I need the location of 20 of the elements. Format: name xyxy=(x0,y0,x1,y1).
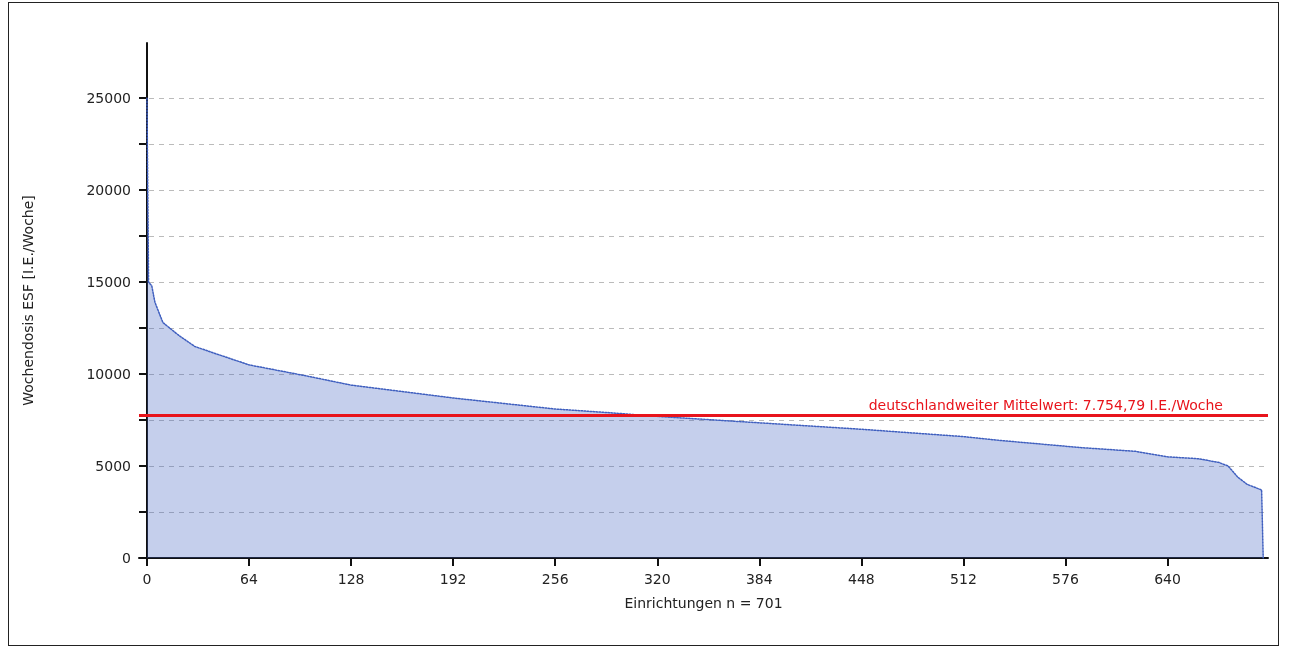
y-axis-title: Wochendosis ESF [I.E./Woche] xyxy=(20,195,36,406)
x-tick-label: 320 xyxy=(643,571,671,587)
x-tick-label: 384 xyxy=(745,571,773,587)
y-tick-label: 20000 xyxy=(86,182,131,199)
y-tick-label: 10000 xyxy=(86,366,131,383)
x-tick-label: 512 xyxy=(950,571,977,587)
x-tick-label: 640 xyxy=(1154,571,1181,587)
y-tick-label: 25000 xyxy=(86,90,131,107)
x-tick-label: 576 xyxy=(1052,571,1079,587)
x-tick-label: 192 xyxy=(439,571,467,587)
x-tick-label: 256 xyxy=(541,571,569,587)
y-tick-label: 5000 xyxy=(95,458,131,475)
x-tick-label: 128 xyxy=(337,571,365,587)
x-tick-label: 64 xyxy=(240,571,259,587)
x-tick-label: 0 xyxy=(142,571,152,587)
x-tick-label: 448 xyxy=(848,571,875,587)
x-axis-title: Einrichtungen n = 701 xyxy=(624,595,783,611)
y-tick-label: 15000 xyxy=(86,274,131,291)
y-tick-label: 0 xyxy=(122,550,131,566)
ref-line-label: deutschlandweiter Mittelwert: 7.754,79 I.E./Woche xyxy=(868,397,1223,414)
